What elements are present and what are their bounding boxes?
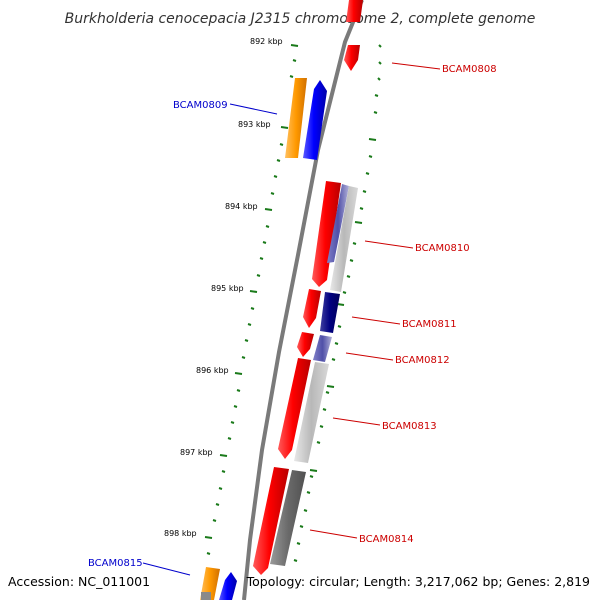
gene-label-bcam0810[interactable]: BCAM0810 bbox=[415, 243, 470, 254]
gene-label-bcam0809[interactable]: BCAM0809 bbox=[173, 100, 228, 111]
gene-arrow-bcam0808 bbox=[346, 0, 363, 22]
feature-band bbox=[201, 592, 211, 600]
gene-arrow-bcam0813 bbox=[278, 358, 311, 459]
gene-arrow-bcam0815 bbox=[200, 567, 220, 600]
gene-label-bcam0811[interactable]: BCAM0811 bbox=[402, 319, 457, 330]
related-features bbox=[270, 184, 358, 566]
accession-text: Accession: NC_011001 bbox=[8, 574, 150, 589]
leader-lines bbox=[142, 62, 441, 576]
feature-band bbox=[270, 470, 306, 566]
feature-band bbox=[327, 184, 349, 263]
tick-label: 895 kbp bbox=[211, 284, 244, 293]
gene-arrow-bcam0812 bbox=[297, 332, 314, 357]
forward-strand-features bbox=[200, 78, 327, 600]
topology-summary: Topology: circular; Length: 3,217,062 bp… bbox=[246, 574, 590, 589]
tick-label: 892 kbp bbox=[250, 37, 283, 46]
feature-band bbox=[294, 362, 329, 463]
feature-band bbox=[320, 292, 340, 333]
tick-label: 898 kbp bbox=[164, 529, 197, 538]
gene-arrow-bcam0815 bbox=[219, 572, 237, 600]
tick-label: 893 kbp bbox=[238, 120, 271, 129]
gene-arrow-bcam0809 bbox=[303, 80, 327, 160]
feature-band bbox=[313, 335, 332, 362]
gene-label-bcam0808[interactable]: BCAM0808 bbox=[442, 64, 497, 75]
gene-label-bcam0813[interactable]: BCAM0813 bbox=[382, 421, 437, 432]
gene-arrow-bcam0809 bbox=[285, 78, 307, 158]
map-title: Burkholderia cenocepacia J2315 chromosom… bbox=[65, 11, 536, 27]
gene-label-bcam0812[interactable]: BCAM0812 bbox=[395, 355, 450, 366]
tick-label: 897 kbp bbox=[180, 448, 213, 457]
tick-label: 894 kbp bbox=[225, 202, 258, 211]
inner-tick-dashes bbox=[204, 44, 299, 555]
gene-arrow-bcam0810 bbox=[312, 181, 341, 287]
gene-arrow-bcam0811 bbox=[303, 289, 321, 328]
gene-label-bcam0815[interactable]: BCAM0815 bbox=[88, 558, 143, 569]
reverse-strand-features bbox=[253, 0, 363, 575]
gene-arrow-bcam0814 bbox=[253, 467, 289, 575]
feature-band bbox=[330, 186, 358, 292]
genome-backbone bbox=[242, 0, 364, 600]
gene-label-bcam0814[interactable]: BCAM0814 bbox=[359, 534, 414, 545]
gene-arrow-bcam0808 bbox=[344, 45, 360, 71]
outer-tick-dashes bbox=[293, 44, 382, 562]
tick-label: 896 kbp bbox=[196, 366, 229, 375]
